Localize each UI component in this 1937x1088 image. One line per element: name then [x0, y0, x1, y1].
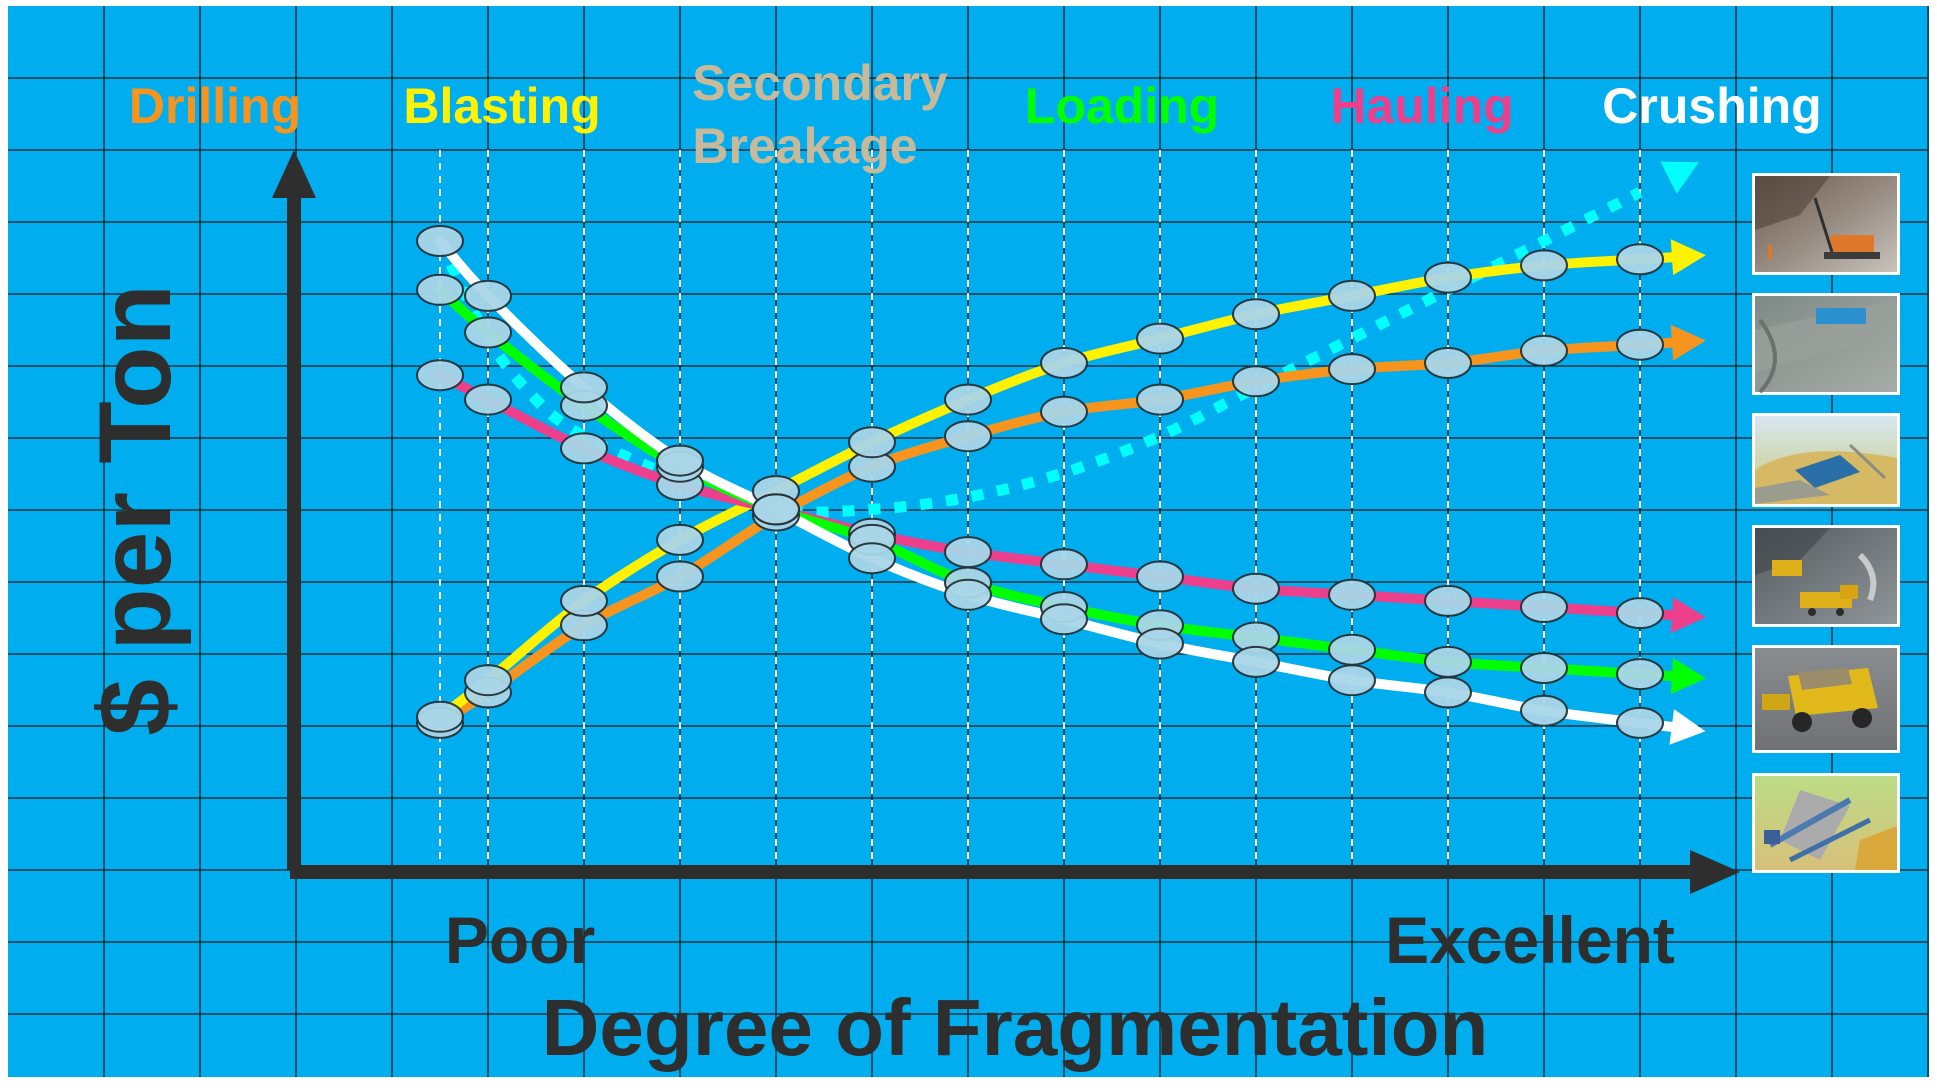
data-point-hauling	[1232, 572, 1280, 605]
legend-blasting: Blasting	[403, 78, 600, 134]
data-point-drilling	[1328, 353, 1376, 386]
x-axis-arrowhead	[1690, 850, 1740, 894]
data-point-hauling	[560, 432, 608, 465]
data-point-hauling	[1616, 597, 1664, 630]
data-point-hauling	[944, 536, 992, 569]
secondary-breakage-photo	[1752, 413, 1900, 507]
y-axis-label: $ per Ton	[78, 284, 192, 735]
data-point-blasting	[848, 426, 896, 459]
data-point-drilling	[1616, 328, 1664, 361]
data-point-loading	[1328, 633, 1376, 666]
blasting-bench-photo	[1752, 293, 1900, 395]
data-point-blasting	[1136, 322, 1184, 355]
data-point-hauling	[1424, 584, 1472, 617]
x-tick-label-excellent: Excellent	[1385, 903, 1675, 977]
data-point-blasting	[1520, 249, 1568, 282]
data-point-drilling	[1232, 365, 1280, 398]
y-axis	[272, 150, 316, 870]
legend-crushing: Crushing	[1602, 78, 1821, 134]
y-axis-arrowhead	[272, 150, 316, 198]
data-point-blasting	[416, 700, 464, 733]
series-arrowhead-trend	[1660, 161, 1699, 194]
legend-hauling: Hauling	[1330, 78, 1513, 134]
data-point-crushing	[944, 578, 992, 611]
data-point-crushing	[848, 542, 896, 575]
data-point-loading	[1520, 652, 1568, 684]
legend: Drilling Blasting Secondary Breakage Loa…	[129, 55, 1822, 174]
data-point-drilling	[1424, 347, 1472, 379]
series-arrowhead-loading	[1670, 658, 1706, 695]
data-point-blasting	[464, 664, 512, 697]
data-point-hauling	[1520, 591, 1568, 623]
data-point-crushing	[1136, 627, 1184, 660]
data-point-hauling	[1328, 578, 1376, 611]
series-arrowhead-drilling	[1670, 324, 1706, 361]
data-point-blasting	[1040, 347, 1088, 379]
data-point-hauling	[464, 383, 512, 416]
data-point-crushing	[1520, 694, 1568, 727]
data-point-crushing	[1616, 706, 1664, 739]
data-point-drilling	[1520, 334, 1568, 367]
data-point-blasting	[1328, 279, 1376, 312]
series-arrowhead-hauling	[1670, 597, 1706, 634]
data-point-crushing	[464, 279, 512, 312]
data-point-loading	[416, 273, 464, 306]
data-point-hauling	[416, 359, 464, 392]
series-arrowhead-crushing	[1669, 709, 1706, 745]
data-point-crushing	[656, 444, 704, 477]
x-axis-label: Degree of Fragmentation	[542, 983, 1489, 1072]
legend-secondary-breakage-line2: Breakage	[692, 118, 917, 174]
data-point-blasting	[1616, 243, 1664, 276]
legend-secondary-breakage-line1: Secondary	[692, 55, 948, 111]
haul-truck-photo	[1752, 645, 1900, 753]
process-photos	[1752, 173, 1900, 873]
loading-excavator-photo	[1752, 525, 1900, 627]
legend-loading: Loading	[1025, 78, 1219, 134]
legend-drilling: Drilling	[129, 78, 301, 134]
series-arrowhead-blasting	[1670, 239, 1706, 276]
x-tick-label-poor: Poor	[445, 903, 595, 977]
data-point-blasting	[560, 584, 608, 617]
data-point-crushing	[752, 493, 800, 526]
data-point-hauling	[1136, 560, 1184, 593]
drilling-rig-photo	[1752, 173, 1900, 275]
series-line-trend	[435, 187, 1643, 518]
data-point-crushing	[1328, 664, 1376, 697]
data-point-blasting	[1424, 261, 1472, 294]
data-point-loading	[1424, 645, 1472, 678]
x-axis	[290, 850, 1740, 894]
data-point-crushing	[1232, 645, 1280, 678]
data-point-drilling	[1040, 395, 1088, 428]
data-point-crushing	[416, 225, 464, 257]
data-point-drilling	[944, 420, 992, 453]
data-point-hauling	[1040, 548, 1088, 581]
data-point-blasting	[656, 523, 704, 556]
data-point-drilling	[1136, 383, 1184, 416]
data-point-crushing	[1040, 603, 1088, 636]
data-point-blasting	[1232, 298, 1280, 331]
data-point-crushing	[560, 371, 608, 404]
data-point-drilling	[656, 560, 704, 593]
data-point-crushing	[1424, 676, 1472, 709]
data-point-blasting	[944, 383, 992, 416]
crusher-plant-photo	[1752, 773, 1900, 873]
data-point-loading	[464, 316, 512, 349]
data-point-loading	[1616, 658, 1664, 691]
series-markers	[416, 225, 1664, 739]
